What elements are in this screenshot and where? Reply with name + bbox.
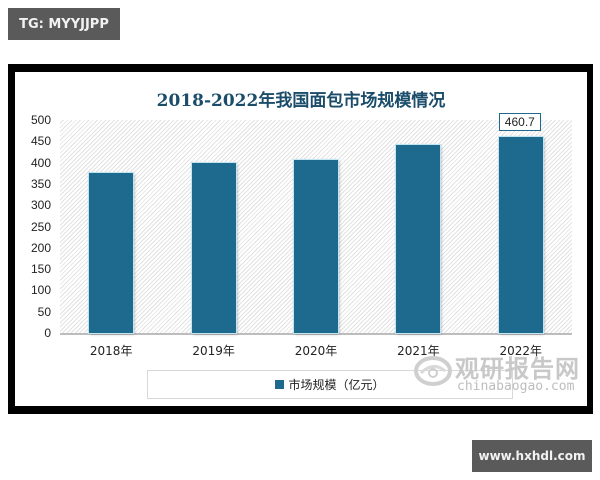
legend: 市场规模（亿元） bbox=[147, 370, 513, 399]
watermark-logo: 观研报告网 chinabaogao.com bbox=[413, 349, 583, 399]
bar-2022 bbox=[498, 136, 543, 333]
y-tick-label: 150 bbox=[30, 262, 51, 277]
watermark-tag-bottom: www.hxhdl.com bbox=[472, 440, 592, 472]
y-tick-label: 300 bbox=[30, 198, 51, 213]
x-tick-label: 2021年 bbox=[397, 344, 440, 358]
y-tick-label: 100 bbox=[30, 283, 51, 298]
data-label: 460.7 bbox=[498, 112, 541, 131]
chart-title: 2018-2022年我国面包市场规模情况 bbox=[156, 91, 446, 111]
y-tick-label: 450 bbox=[30, 134, 51, 149]
legend-label: 市场规模（亿元） bbox=[288, 378, 385, 392]
x-tick-label: 2022年 bbox=[499, 344, 543, 358]
y-tick-label: 500 bbox=[30, 113, 51, 127]
y-tick-label: 0 bbox=[44, 326, 51, 340]
bar-2020 bbox=[294, 160, 338, 333]
y-tick-label: 350 bbox=[30, 176, 51, 191]
bar-2021 bbox=[396, 145, 441, 333]
legend-swatch-icon bbox=[275, 380, 285, 389]
y-tick-label: 250 bbox=[30, 219, 51, 234]
bar-2018 bbox=[89, 172, 134, 333]
x-tick-label: 2020年 bbox=[294, 344, 338, 358]
x-tick-label: 2019年 bbox=[192, 344, 235, 358]
x-axis-line bbox=[60, 333, 572, 335]
bar-2019 bbox=[191, 163, 236, 333]
swirl-logo-icon bbox=[414, 356, 452, 386]
chart-panel: 2018-2022年我国面包市场规模情况 0 50 100 150 200 250 300 3… bbox=[15, 72, 587, 406]
y-tick-label: 50 bbox=[37, 304, 51, 319]
watermark-cn-text: 观研报告网 bbox=[455, 355, 580, 383]
y-tick-label: 400 bbox=[30, 155, 51, 170]
chart-frame: 2018-2022年我国面包市场规模情况 0 50 100 150 200 250 300 3… bbox=[8, 64, 593, 414]
x-tick-label: 2018年 bbox=[89, 344, 133, 358]
y-tick-label: 200 bbox=[30, 240, 51, 255]
watermark-tag-top: TG: MYYJJPP bbox=[8, 8, 120, 40]
watermark-en-text: chinabaogao.com bbox=[457, 379, 575, 394]
